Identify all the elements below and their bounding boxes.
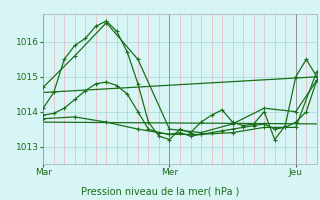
Text: Pression niveau de la mer( hPa ): Pression niveau de la mer( hPa )	[81, 186, 239, 196]
